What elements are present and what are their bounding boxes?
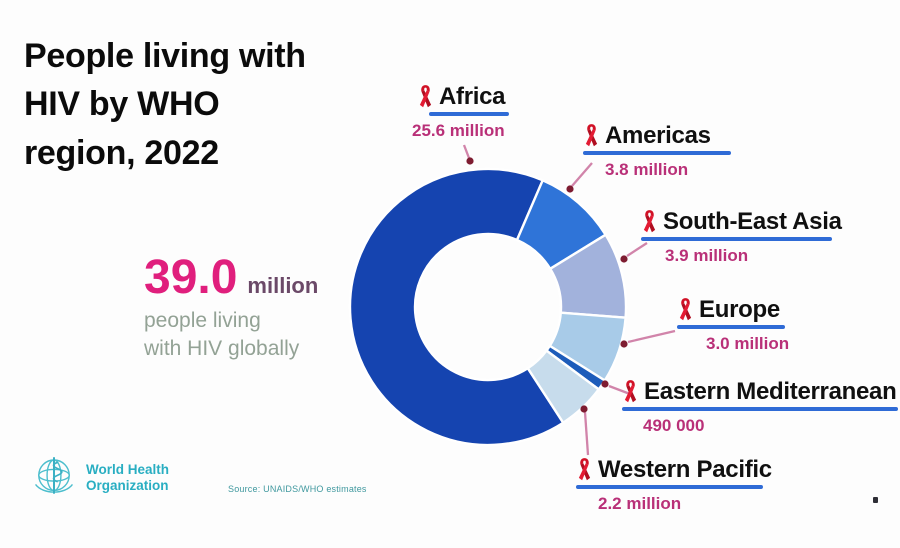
region-value: 3.9 million: [665, 246, 749, 265]
region-value: 3.0 million: [706, 334, 790, 353]
callout-americas-head: Americas: [583, 122, 731, 150]
callout-south-east-asia: South-East Asia 3.9 million: [641, 208, 842, 266]
leader-line-western-pacific: [583, 411, 590, 456]
leader-dot-eastern-mediterranean: [601, 380, 609, 388]
region-label: Western Pacific: [598, 456, 772, 483]
label-underline: [583, 151, 731, 155]
callout-africa: Africa 25.6 million: [412, 83, 509, 141]
label-underline: [576, 485, 763, 489]
donut-segment-western-pacific: [526, 349, 600, 424]
donut-segment-africa: [348, 167, 565, 447]
page-title: People living with HIV by WHO region, 20…: [24, 37, 306, 172]
leader-line-europe: [627, 329, 676, 344]
region-label: Africa: [439, 83, 506, 110]
global-total-value: 39.0: [144, 251, 238, 304]
global-total-unit: million: [247, 273, 319, 298]
global-total-row: 39.0 million: [144, 250, 318, 305]
label-underline: [429, 112, 509, 116]
leader-dot-western-pacific: [580, 405, 588, 413]
region-label: Americas: [605, 122, 711, 149]
callout-south-east-asia-head: South-East Asia: [641, 208, 842, 236]
leader-dot-south-east-asia: [620, 255, 628, 263]
leader-line-south-east-asia: [626, 242, 648, 257]
leader-line-africa: [462, 144, 471, 159]
who-logo-emblem: [34, 457, 74, 494]
red-ribbon-icon: [419, 85, 432, 108]
callout-europe: Europe 3.0 million: [677, 296, 789, 354]
callout-western-pacific: Western Pacific 2.2 million: [576, 456, 772, 514]
region-label: South-East Asia: [663, 208, 842, 235]
callout-americas: Americas 3.8 million: [583, 122, 731, 180]
donut-chart: [348, 167, 628, 447]
who-logo-line1: World Health: [86, 462, 170, 478]
who-logo-line2: Organization: [86, 478, 169, 493]
region-label: Europe: [699, 296, 780, 323]
source-note: Source: UNAIDS/WHO estimates: [228, 484, 367, 494]
region-value: 490 000: [643, 416, 705, 435]
callout-africa-head: Africa: [417, 83, 509, 111]
callout-europe-head: Europe: [677, 296, 789, 324]
region-value: 3.8 million: [605, 160, 689, 179]
leader-dot-europe: [620, 340, 628, 348]
leader-line-americas: [571, 162, 593, 187]
label-underline: [677, 325, 785, 329]
label-underline: [622, 407, 898, 411]
callout-eastern-mediterranean-head: Eastern Mediterranean: [622, 378, 898, 406]
global-total-caption: people living with HIV globally: [144, 309, 300, 361]
red-ribbon-icon: [578, 458, 591, 481]
callout-eastern-mediterranean: Eastern Mediterranean 490 000: [622, 378, 898, 436]
label-underline: [641, 237, 832, 241]
region-value: 25.6 million: [412, 121, 505, 140]
leader-line-eastern-mediterranean: [608, 384, 631, 396]
region-value: 2.2 million: [598, 494, 682, 513]
leader-dot-africa: [466, 157, 474, 165]
leader-lines: [462, 144, 676, 456]
red-ribbon-icon: [624, 380, 637, 403]
red-ribbon-icon: [585, 124, 598, 147]
stray-dot: [873, 497, 878, 503]
leader-dots: [466, 157, 628, 413]
global-total-block: 39.0 million people living with HIV glob…: [144, 250, 318, 364]
who-logo: World Health Organization: [30, 454, 169, 502]
region-label: Eastern Mediterranean: [644, 378, 897, 405]
who-logo-text: World Health Organization: [86, 462, 169, 493]
leader-dot-americas: [566, 185, 574, 193]
red-ribbon-icon: [643, 210, 656, 233]
callout-western-pacific-head: Western Pacific: [576, 456, 772, 484]
red-ribbon-icon: [679, 298, 692, 321]
